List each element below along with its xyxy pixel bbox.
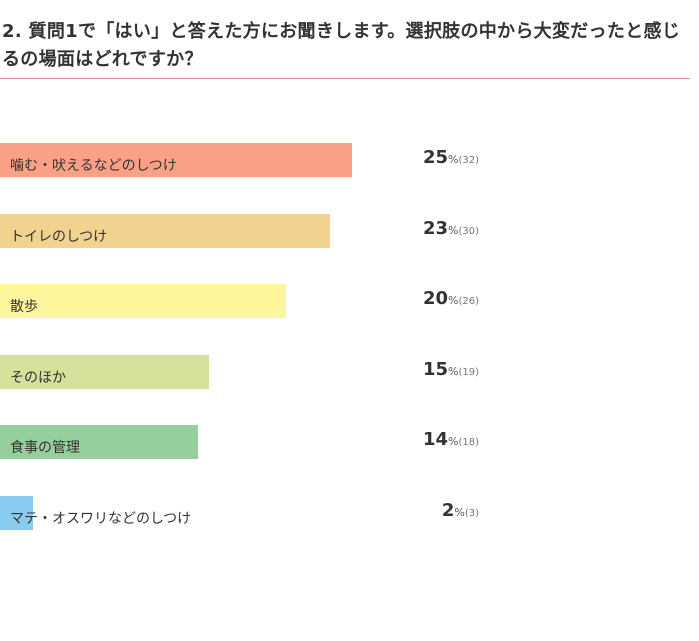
percent-symbol: % <box>448 364 459 378</box>
percent-symbol: % <box>448 435 459 448</box>
percent-symbol: % <box>448 153 459 166</box>
bar-row: 散歩 20%(26) <box>0 284 699 318</box>
percent-value: 2 <box>441 499 455 521</box>
percent-value: 15 <box>422 358 449 380</box>
bar-row: 噛む・吠えるなどのしつけ 25%(32) <box>0 143 699 177</box>
percent-symbol: % <box>454 505 465 519</box>
bar <box>0 354 209 389</box>
percent-symbol: % <box>448 223 459 237</box>
count-value: (3) <box>464 507 479 519</box>
value-label: 23%(30) <box>423 218 479 239</box>
title-divider <box>0 78 690 79</box>
percent-value: 20 <box>422 288 449 309</box>
bar <box>0 425 198 459</box>
value-label: 25%(32) <box>423 147 479 168</box>
category-label: トイレのしつけ <box>10 228 108 245</box>
value-label: 2%(3) <box>442 500 479 521</box>
question-title: 2. 質問1で「はい」と答えた方にお聞きします。選択肢の中から大変だったと感じる… <box>2 21 681 70</box>
value-label: 15%(19) <box>423 359 479 380</box>
count-value: (26) <box>458 296 479 307</box>
percent-value: 23 <box>422 217 449 239</box>
value-label: 20%(26) <box>423 288 479 309</box>
category-label: そのほか <box>10 369 66 386</box>
count-value: (19) <box>458 366 479 378</box>
bar <box>0 495 33 530</box>
category-label: 噛む・吠えるなどのしつけ <box>10 158 177 174</box>
percent-symbol: % <box>448 294 459 307</box>
percent-value: 14 <box>422 429 449 450</box>
bar <box>0 143 352 177</box>
bar <box>0 213 330 248</box>
count-value: (18) <box>458 437 479 448</box>
count-value: (32) <box>458 155 479 166</box>
bar-row: そのほか 15%(19) <box>0 354 699 389</box>
bar-row: マテ・オスワリなどのしつけ 2%(3) <box>0 495 699 530</box>
category-label: マテ・オスワリなどのしつけ <box>10 510 192 527</box>
count-value: (30) <box>458 225 479 237</box>
bar-row: トイレのしつけ 23%(30) <box>0 213 699 248</box>
category-label: 食事の管理 <box>10 440 80 456</box>
bar-row: 食事の管理 14%(18) <box>0 425 699 459</box>
percent-value: 25 <box>422 147 449 168</box>
category-label: 散歩 <box>10 299 38 315</box>
bar <box>0 284 286 318</box>
value-label: 14%(18) <box>423 429 479 450</box>
